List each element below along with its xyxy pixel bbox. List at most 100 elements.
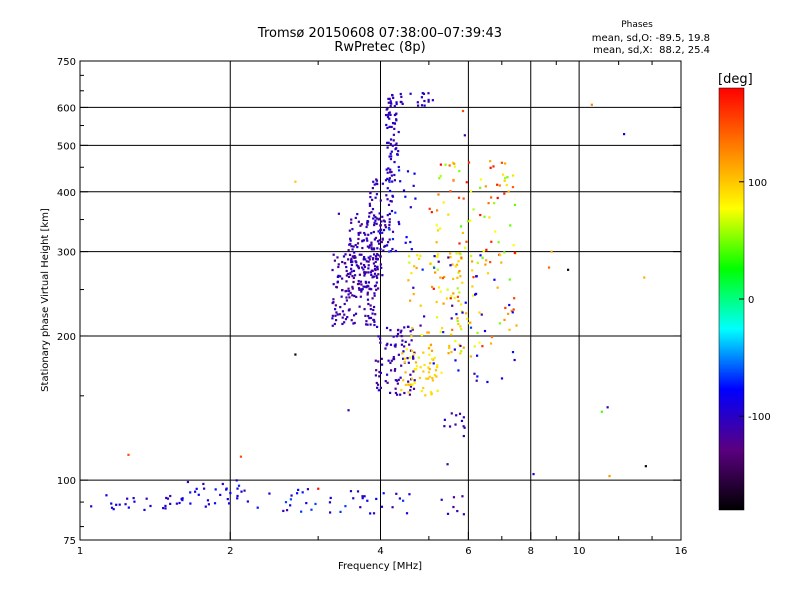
data-point <box>385 168 388 171</box>
data-point <box>395 102 398 106</box>
y-tick-label: 600 <box>57 103 76 114</box>
data-point <box>392 96 395 100</box>
data-point <box>368 212 371 215</box>
data-point <box>497 241 500 244</box>
data-point <box>350 221 353 224</box>
data-point <box>410 339 413 342</box>
data-point <box>405 348 408 351</box>
data-point <box>392 357 396 361</box>
data-point <box>289 504 292 507</box>
data-point <box>484 263 487 266</box>
data-point <box>363 271 367 274</box>
data-point <box>352 276 355 280</box>
x-tick-label: 16 <box>675 546 688 557</box>
data-points <box>90 92 647 516</box>
data-point <box>352 322 355 325</box>
data-point <box>379 248 382 251</box>
data-point <box>395 112 398 115</box>
data-point <box>352 497 355 500</box>
data-point <box>400 329 403 332</box>
data-point <box>376 253 379 256</box>
data-point <box>371 312 374 315</box>
data-point <box>363 255 366 259</box>
data-point <box>412 286 415 289</box>
data-point <box>381 231 384 234</box>
data-point <box>189 502 192 505</box>
data-point <box>375 497 378 501</box>
data-point <box>449 190 452 193</box>
data-point <box>164 507 167 510</box>
data-point <box>204 505 207 508</box>
data-point <box>409 385 413 388</box>
data-point <box>236 487 239 490</box>
data-point <box>352 314 356 317</box>
data-point <box>395 142 398 145</box>
data-point <box>367 281 371 284</box>
data-point <box>351 275 354 278</box>
data-point <box>368 244 372 247</box>
data-point <box>387 241 390 244</box>
data-point <box>374 284 377 287</box>
data-point <box>391 180 394 183</box>
data-point <box>373 238 376 241</box>
data-point <box>471 269 474 272</box>
data-point <box>344 318 348 321</box>
data-point <box>345 265 348 269</box>
data-point <box>165 496 168 500</box>
data-point <box>349 273 352 276</box>
data-point <box>449 264 452 267</box>
data-point <box>377 254 380 257</box>
data-point <box>225 487 228 490</box>
data-point <box>389 142 392 146</box>
data-point <box>366 239 369 242</box>
data-point <box>376 383 380 386</box>
data-point <box>379 386 382 389</box>
data-point <box>239 455 243 458</box>
data-point <box>402 379 405 382</box>
data-point <box>391 506 394 509</box>
data-point <box>362 263 366 267</box>
data-point <box>394 343 397 346</box>
data-point <box>388 189 392 193</box>
data-point <box>256 506 259 509</box>
data-point <box>373 223 376 227</box>
data-point <box>416 254 419 257</box>
data-point <box>365 237 368 240</box>
data-point <box>442 302 445 305</box>
data-point <box>476 331 479 334</box>
data-point <box>373 323 376 327</box>
data-point <box>361 495 364 498</box>
data-point <box>508 303 511 307</box>
data-point <box>469 254 473 258</box>
data-point <box>370 246 373 249</box>
y-tick-label: 100 <box>57 476 76 487</box>
data-point <box>427 98 430 102</box>
data-point <box>389 391 392 394</box>
data-point <box>460 303 463 306</box>
data-point <box>409 356 412 359</box>
data-point <box>398 497 401 500</box>
data-point <box>110 506 114 509</box>
data-point <box>359 231 362 234</box>
data-point <box>348 296 351 299</box>
data-point <box>391 195 395 198</box>
data-point <box>469 326 473 329</box>
data-point <box>457 260 460 263</box>
data-point <box>436 229 440 232</box>
data-point <box>448 346 451 350</box>
data-point <box>361 239 364 242</box>
data-point <box>359 506 362 509</box>
data-point <box>358 282 361 285</box>
data-point <box>372 257 375 260</box>
data-point <box>337 274 340 277</box>
data-point <box>460 419 464 423</box>
data-point <box>433 255 436 258</box>
data-point <box>448 425 452 428</box>
data-point <box>362 239 366 242</box>
data-point <box>622 133 626 136</box>
data-point <box>489 196 493 199</box>
data-point <box>246 500 249 503</box>
data-point <box>476 261 479 264</box>
data-point <box>373 292 376 295</box>
data-point <box>367 314 370 318</box>
